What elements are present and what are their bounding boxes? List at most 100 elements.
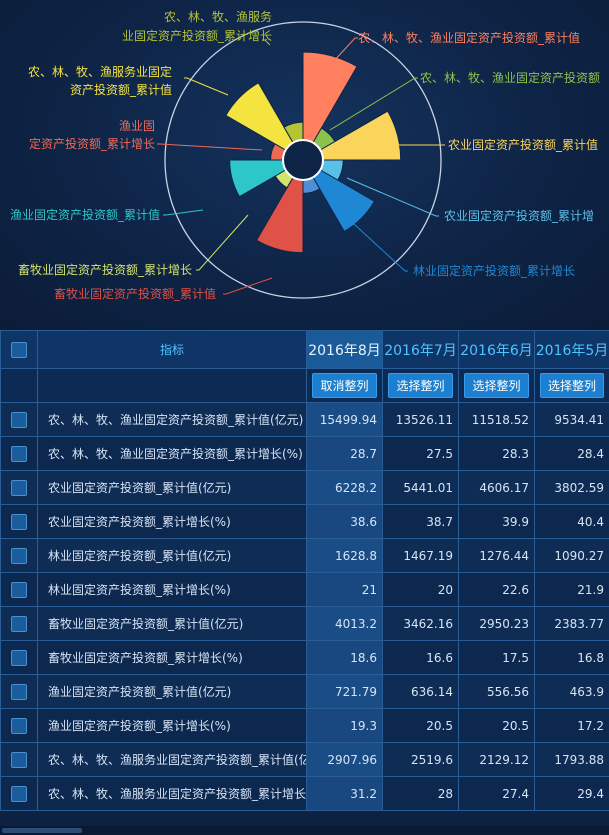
row-checkbox-cell[interactable] bbox=[0, 436, 38, 471]
row-checkbox-cell[interactable] bbox=[0, 708, 38, 743]
value-cell: 5441.01 bbox=[382, 470, 459, 505]
value-cell: 38.7 bbox=[382, 504, 459, 539]
row-checkbox[interactable] bbox=[11, 581, 27, 598]
callout-label: 渔业固 bbox=[119, 119, 155, 133]
table-body: 农、林、牧、渔业固定资产投资额_累计值(亿元) 15499.94 13526.11 1… bbox=[0, 402, 609, 811]
table-row[interactable]: 农业固定资产投资额_累计增长(%) 38.6 38.7 39.9 40.4 bbox=[0, 504, 609, 539]
row-checkbox-cell[interactable] bbox=[0, 742, 38, 777]
period-header-jul[interactable]: 2016年7月 bbox=[382, 330, 459, 369]
callout-line bbox=[223, 277, 273, 295]
row-checkbox[interactable] bbox=[11, 785, 27, 802]
table-row[interactable]: 林业固定资产投资额_累计增长(%) 21 20 22.6 21.9 bbox=[0, 572, 609, 607]
select-all-checkbox[interactable] bbox=[11, 341, 27, 358]
table-row[interactable]: 农、林、牧、渔业固定资产投资额_累计增长(%) 28.7 27.5 28.3 28.4 bbox=[0, 436, 609, 471]
table-row[interactable]: 农业固定资产投资额_累计值(亿元) 6228.2 5441.01 4606.17 380… bbox=[0, 470, 609, 505]
value-cell: 21.9 bbox=[534, 572, 609, 607]
row-checkbox[interactable] bbox=[11, 513, 27, 530]
empty-cell bbox=[37, 368, 307, 403]
value-cell: 4013.2 bbox=[306, 606, 383, 641]
period-header-jun[interactable]: 2016年6月 bbox=[458, 330, 535, 369]
row-label: 渔业固定资产投资额_累计增长(%) bbox=[37, 708, 307, 743]
value-cell: 1628.8 bbox=[306, 538, 383, 573]
rose-slice[interactable] bbox=[312, 169, 376, 233]
outer-ring bbox=[164, 21, 442, 299]
table-row[interactable]: 农、林、牧、渔服务业固定资产投资额_累计值(亿元) 2907.96 2519.6 21… bbox=[0, 742, 609, 777]
select-column-button[interactable]: 选择整列 bbox=[464, 373, 529, 398]
table-row[interactable]: 畜牧业固定资产投资额_累计增长(%) 18.6 16.6 17.5 16.8 bbox=[0, 640, 609, 675]
row-checkbox-cell[interactable] bbox=[0, 640, 38, 675]
row-checkbox[interactable] bbox=[11, 411, 27, 428]
select-column-button[interactable]: 选择整列 bbox=[388, 373, 453, 398]
center-ring bbox=[282, 139, 324, 181]
row-checkbox[interactable] bbox=[11, 479, 27, 496]
rose-slice[interactable] bbox=[319, 110, 402, 161]
deselect-column-button[interactable]: 取消整列 bbox=[312, 373, 377, 398]
row-label: 渔业固定资产投资额_累计值(亿元) bbox=[37, 674, 307, 709]
row-checkbox[interactable] bbox=[11, 717, 27, 734]
rose-slice[interactable] bbox=[255, 176, 304, 254]
period-header-aug[interactable]: 2016年8月 bbox=[306, 330, 383, 369]
callout-label: 渔业固定资产投资额_累计值 bbox=[10, 207, 160, 222]
row-checkbox-cell[interactable] bbox=[0, 538, 38, 573]
value-cell: 2519.6 bbox=[382, 742, 459, 777]
table-row[interactable]: 农、林、牧、渔服务业固定资产投资额_累计增长(%) 31.2 28 27.4 29.4 bbox=[0, 776, 609, 811]
table-row[interactable]: 渔业固定资产投资额_累计值(亿元) 721.79 636.14 556.56 463.9 bbox=[0, 674, 609, 709]
value-cell: 28 bbox=[382, 776, 459, 811]
rose-slice[interactable] bbox=[225, 82, 294, 151]
callout-line bbox=[332, 37, 358, 63]
row-label: 农业固定资产投资额_累计增长(%) bbox=[37, 504, 307, 539]
row-checkbox-cell[interactable] bbox=[0, 572, 38, 607]
table-row[interactable]: 渔业固定资产投资额_累计增长(%) 19.3 20.5 20.5 17.2 bbox=[0, 708, 609, 743]
value-cell: 16.6 bbox=[382, 640, 459, 675]
value-cell: 6228.2 bbox=[306, 470, 383, 505]
rose-chart: 农、林、牧、渔业固定资产投资额_累计值 农、林、牧、渔业固定资产投资额 农业固定资产… bbox=[0, 0, 609, 330]
value-cell: 1793.88 bbox=[534, 742, 609, 777]
table-row[interactable]: 农、林、牧、渔业固定资产投资额_累计值(亿元) 15499.94 13526.11 1… bbox=[0, 402, 609, 437]
period-header-may[interactable]: 2016年5月 bbox=[534, 330, 609, 369]
row-checkbox-cell[interactable] bbox=[0, 776, 38, 811]
row-label: 农业固定资产投资额_累计值(亿元) bbox=[37, 470, 307, 505]
rose-slice[interactable] bbox=[302, 51, 358, 144]
value-cell: 4606.17 bbox=[458, 470, 535, 505]
value-cell: 27.5 bbox=[382, 436, 459, 471]
row-checkbox-cell[interactable] bbox=[0, 674, 38, 709]
row-label: 林业固定资产投资额_累计增长(%) bbox=[37, 572, 307, 607]
value-cell: 3462.16 bbox=[382, 606, 459, 641]
row-checkbox-cell[interactable] bbox=[0, 504, 38, 539]
scrollbar-thumb[interactable] bbox=[2, 828, 82, 833]
value-cell: 20.5 bbox=[382, 708, 459, 743]
row-label: 畜牧业固定资产投资额_累计增长(%) bbox=[37, 640, 307, 675]
row-checkbox[interactable] bbox=[11, 547, 27, 564]
row-label: 农、林、牧、渔服务业固定资产投资额_累计值(亿元) bbox=[37, 742, 307, 777]
value-cell: 28.4 bbox=[534, 436, 609, 471]
row-checkbox-cell[interactable] bbox=[0, 470, 38, 505]
value-cell: 11518.52 bbox=[458, 402, 535, 437]
value-cell: 463.9 bbox=[534, 674, 609, 709]
table-row[interactable]: 林业固定资产投资额_累计值(亿元) 1628.8 1467.19 1276.44 109… bbox=[0, 538, 609, 573]
select-all-checkbox-cell[interactable] bbox=[0, 330, 38, 369]
table-row[interactable]: 畜牧业固定资产投资额_累计值(亿元) 4013.2 3462.16 2950.23 23… bbox=[0, 606, 609, 641]
row-checkbox-cell[interactable] bbox=[0, 402, 38, 437]
row-label: 农、林、牧、渔服务业固定资产投资额_累计增长(%) bbox=[37, 776, 307, 811]
row-checkbox[interactable] bbox=[11, 751, 27, 768]
callout-line bbox=[163, 209, 204, 216]
value-cell: 1467.19 bbox=[382, 538, 459, 573]
callout-label: 资产投资额_累计值 bbox=[70, 82, 172, 97]
value-cell: 38.6 bbox=[306, 504, 383, 539]
value-cell: 18.6 bbox=[306, 640, 383, 675]
row-checkbox[interactable] bbox=[11, 445, 27, 462]
value-cell: 636.14 bbox=[382, 674, 459, 709]
data-table: 指标 2016年8月 2016年7月 2016年6月 2016年5月 取消整列 … bbox=[0, 330, 609, 811]
callout-label: 农、林、牧、渔业固定资产投资额_累计值 bbox=[358, 30, 580, 45]
row-checkbox[interactable] bbox=[11, 615, 27, 632]
value-cell: 13526.11 bbox=[382, 402, 459, 437]
value-cell: 22.6 bbox=[458, 572, 535, 607]
select-column-button[interactable]: 选择整列 bbox=[539, 373, 604, 398]
value-cell: 20.5 bbox=[458, 708, 535, 743]
row-checkbox-cell[interactable] bbox=[0, 606, 38, 641]
horizontal-scrollbar[interactable] bbox=[0, 826, 609, 835]
rose-chart-svg: 农、林、牧、渔业固定资产投资额_累计值农、林、牧、渔业固定资产投资额农业固定资产… bbox=[10, 9, 600, 301]
value-cell: 1276.44 bbox=[458, 538, 535, 573]
row-checkbox[interactable] bbox=[11, 683, 27, 700]
row-checkbox[interactable] bbox=[11, 649, 27, 666]
